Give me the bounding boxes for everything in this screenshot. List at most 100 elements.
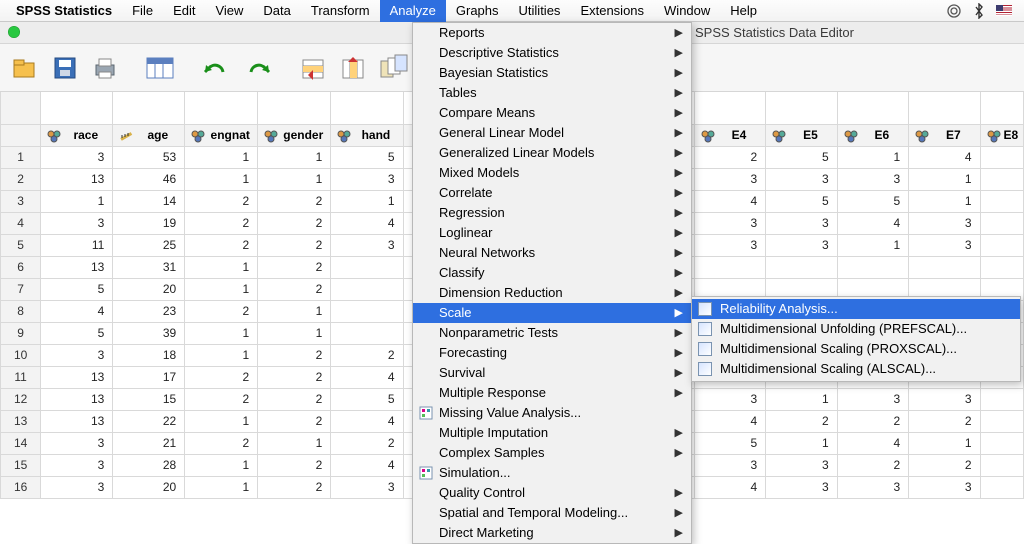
cell[interactable]: 3 bbox=[766, 476, 837, 498]
cell[interactable]: 3 bbox=[694, 212, 765, 234]
variables-icon[interactable] bbox=[376, 51, 410, 85]
cell[interactable]: 2 bbox=[837, 454, 908, 476]
analyze-item-loglinear[interactable]: Loglinear▶ bbox=[413, 223, 691, 243]
cell[interactable]: 1 bbox=[185, 146, 258, 168]
scale-item-multidimensional-scaling-alscal-[interactable]: Multidimensional Scaling (ALSCAL)... bbox=[692, 359, 1020, 379]
cell[interactable]: 4 bbox=[694, 476, 765, 498]
row-header[interactable]: 2 bbox=[1, 168, 41, 190]
cell[interactable]: 3 bbox=[909, 476, 980, 498]
cell[interactable]: 2 bbox=[185, 366, 258, 388]
redo-icon[interactable] bbox=[240, 51, 274, 85]
cell[interactable]: 20 bbox=[113, 476, 185, 498]
cell[interactable]: 2 bbox=[185, 234, 258, 256]
cell[interactable] bbox=[980, 212, 1023, 234]
analyze-item-compare-means[interactable]: Compare Means▶ bbox=[413, 103, 691, 123]
cell[interactable]: 13 bbox=[41, 168, 113, 190]
cell[interactable]: 53 bbox=[113, 146, 185, 168]
analyze-item-spatial-and-temporal-modeling-[interactable]: Spatial and Temporal Modeling...▶ bbox=[413, 503, 691, 523]
analyze-item-general-linear-model[interactable]: General Linear Model▶ bbox=[413, 123, 691, 143]
analyze-item-dimension-reduction[interactable]: Dimension Reduction▶ bbox=[413, 283, 691, 303]
cell[interactable]: 4 bbox=[331, 410, 403, 432]
menu-analyze[interactable]: Analyze bbox=[380, 0, 446, 22]
cell[interactable]: 2 bbox=[258, 344, 331, 366]
cell[interactable]: 14 bbox=[113, 190, 185, 212]
cell[interactable]: 3 bbox=[766, 168, 837, 190]
analyze-item-multiple-imputation[interactable]: Multiple Imputation▶ bbox=[413, 423, 691, 443]
column-E4[interactable]: E4 bbox=[694, 124, 765, 146]
row-header[interactable]: 3 bbox=[1, 190, 41, 212]
column-E8[interactable]: E8 bbox=[980, 124, 1023, 146]
scale-item-multidimensional-unfolding-prefscal-[interactable]: Multidimensional Unfolding (PREFSCAL)... bbox=[692, 319, 1020, 339]
cell[interactable] bbox=[980, 432, 1023, 454]
analyze-item-mixed-models[interactable]: Mixed Models▶ bbox=[413, 163, 691, 183]
analyze-item-quality-control[interactable]: Quality Control▶ bbox=[413, 483, 691, 503]
cell[interactable]: 4 bbox=[331, 454, 403, 476]
cell[interactable] bbox=[331, 278, 403, 300]
analyze-item-survival[interactable]: Survival▶ bbox=[413, 363, 691, 383]
analyze-item-scale[interactable]: Scale▶ bbox=[413, 303, 691, 323]
traffic-light-green[interactable] bbox=[8, 26, 20, 38]
cell[interactable]: 1 bbox=[766, 388, 837, 410]
cell[interactable]: 3 bbox=[331, 234, 403, 256]
cell[interactable]: 2 bbox=[694, 146, 765, 168]
cell[interactable]: 2 bbox=[258, 234, 331, 256]
cell[interactable] bbox=[331, 300, 403, 322]
cell[interactable]: 1 bbox=[185, 476, 258, 498]
cell[interactable]: 3 bbox=[837, 168, 908, 190]
cell[interactable] bbox=[909, 256, 980, 278]
cell[interactable]: 5 bbox=[766, 146, 837, 168]
cell[interactable]: 2 bbox=[258, 454, 331, 476]
cell[interactable]: 3 bbox=[837, 476, 908, 498]
cell[interactable]: 1 bbox=[909, 190, 980, 212]
cell[interactable]: 2 bbox=[258, 410, 331, 432]
cell[interactable]: 4 bbox=[41, 300, 113, 322]
cell[interactable]: 1 bbox=[909, 432, 980, 454]
cell[interactable]: 1 bbox=[837, 234, 908, 256]
cell[interactable]: 13 bbox=[41, 366, 113, 388]
row-header[interactable]: 5 bbox=[1, 234, 41, 256]
cell[interactable]: 3 bbox=[41, 146, 113, 168]
cell[interactable]: 3 bbox=[694, 454, 765, 476]
cell[interactable]: 22 bbox=[113, 410, 185, 432]
goto-case-icon[interactable] bbox=[296, 51, 330, 85]
cell[interactable]: 4 bbox=[694, 190, 765, 212]
cell[interactable]: 13 bbox=[41, 410, 113, 432]
cell[interactable]: 3 bbox=[41, 476, 113, 498]
cell[interactable] bbox=[980, 146, 1023, 168]
cell[interactable]: 39 bbox=[113, 322, 185, 344]
cell[interactable]: 2 bbox=[258, 366, 331, 388]
row-header[interactable]: 12 bbox=[1, 388, 41, 410]
analyze-item-multiple-response[interactable]: Multiple Response▶ bbox=[413, 383, 691, 403]
row-header[interactable]: 4 bbox=[1, 212, 41, 234]
spiral-icon[interactable] bbox=[946, 3, 962, 19]
cell[interactable]: 3 bbox=[331, 476, 403, 498]
cell[interactable]: 1 bbox=[258, 146, 331, 168]
bluetooth-icon[interactable] bbox=[974, 3, 984, 19]
row-header[interactable]: 8 bbox=[1, 300, 41, 322]
row-header[interactable]: 10 bbox=[1, 344, 41, 366]
row-header[interactable]: 9 bbox=[1, 322, 41, 344]
cell[interactable]: 2 bbox=[258, 476, 331, 498]
cell[interactable] bbox=[694, 256, 765, 278]
cell[interactable]: 3 bbox=[694, 234, 765, 256]
analyze-item-bayesian-statistics[interactable]: Bayesian Statistics▶ bbox=[413, 63, 691, 83]
undo-icon[interactable] bbox=[200, 51, 234, 85]
analyze-item-direct-marketing[interactable]: Direct Marketing▶ bbox=[413, 523, 691, 543]
cell[interactable]: 5 bbox=[766, 190, 837, 212]
analyze-item-generalized-linear-models[interactable]: Generalized Linear Models▶ bbox=[413, 143, 691, 163]
cell[interactable]: 17 bbox=[113, 366, 185, 388]
cell[interactable]: 1 bbox=[185, 278, 258, 300]
cell[interactable] bbox=[980, 388, 1023, 410]
cell[interactable]: 1 bbox=[185, 344, 258, 366]
row-header[interactable]: 14 bbox=[1, 432, 41, 454]
cell[interactable]: 4 bbox=[331, 366, 403, 388]
cell[interactable]: 1 bbox=[185, 168, 258, 190]
cell[interactable]: 2 bbox=[258, 388, 331, 410]
cell[interactable]: 5 bbox=[837, 190, 908, 212]
cell[interactable]: 13 bbox=[41, 256, 113, 278]
cell[interactable]: 4 bbox=[331, 212, 403, 234]
cell[interactable]: 2 bbox=[766, 410, 837, 432]
cell[interactable]: 1 bbox=[258, 322, 331, 344]
analyze-item-neural-networks[interactable]: Neural Networks▶ bbox=[413, 243, 691, 263]
column-gender[interactable]: gender bbox=[258, 124, 331, 146]
